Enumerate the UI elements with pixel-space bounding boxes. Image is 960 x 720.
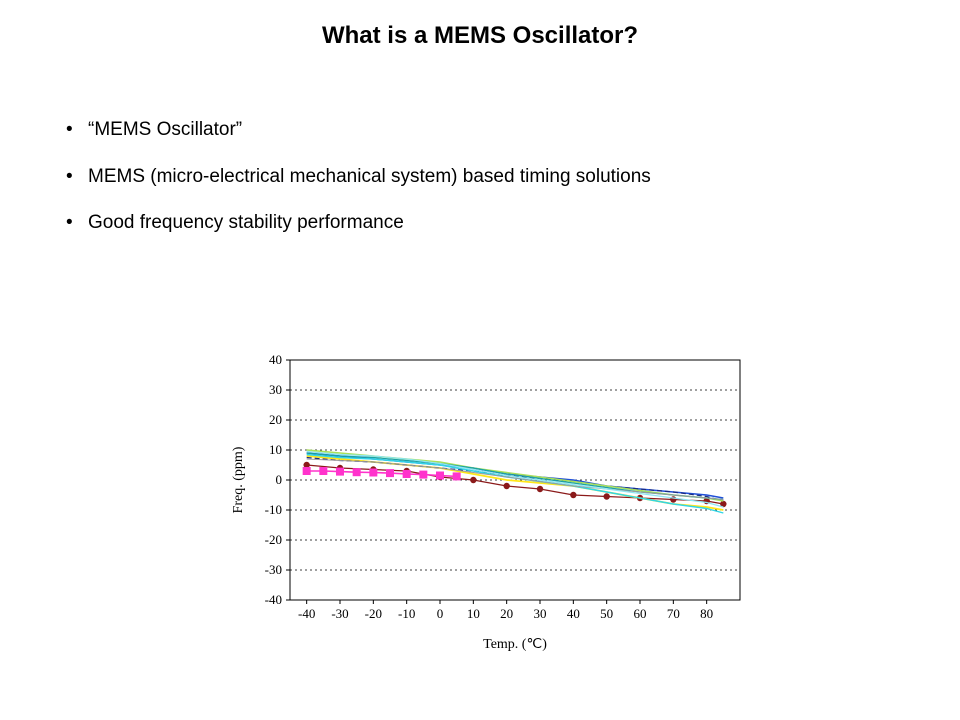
svg-text:20: 20 — [500, 606, 513, 621]
slide: What is a MEMS Oscillator? “MEMS Oscilla… — [0, 0, 960, 720]
svg-text:Temp. (℃): Temp. (℃) — [483, 637, 547, 652]
svg-text:-40: -40 — [298, 606, 315, 621]
svg-text:-10: -10 — [265, 502, 282, 517]
svg-text:0: 0 — [437, 606, 444, 621]
svg-text:-40: -40 — [265, 592, 282, 607]
svg-text:60: 60 — [634, 606, 647, 621]
svg-text:-10: -10 — [398, 606, 415, 621]
svg-text:80: 80 — [700, 606, 713, 621]
svg-text:50: 50 — [600, 606, 613, 621]
list-item: Good frequency stability performance — [60, 211, 900, 236]
svg-text:10: 10 — [269, 442, 282, 457]
svg-text:10: 10 — [467, 606, 480, 621]
page-title: What is a MEMS Oscillator? — [0, 22, 960, 50]
svg-text:-20: -20 — [265, 532, 282, 547]
svg-text:Freq. (ppm): Freq. (ppm) — [231, 446, 246, 513]
freq-vs-temp-chart: -40 -30 -20 -10 0 10 20 30 40 -40 -30 -20 -10 0 10 20 30… — [220, 350, 780, 680]
svg-text:-20: -20 — [365, 606, 382, 621]
list-item: “MEMS Oscillator” — [60, 118, 900, 143]
svg-text:20: 20 — [269, 412, 282, 427]
svg-text:40: 40 — [567, 606, 580, 621]
svg-text:40: 40 — [269, 352, 282, 367]
chart-svg: -40 -30 -20 -10 0 10 20 30 40 -40 -30 -20 -10 0 10 20 30… — [220, 350, 780, 680]
svg-text:30: 30 — [534, 606, 547, 621]
svg-text:0: 0 — [276, 472, 283, 487]
list-item: MEMS (micro-electrical mechanical system… — [60, 165, 900, 190]
svg-text:70: 70 — [667, 606, 680, 621]
bullet-list: “MEMS Oscillator” MEMS (micro-electrical… — [60, 118, 900, 258]
svg-text:-30: -30 — [265, 562, 282, 577]
svg-text:30: 30 — [269, 382, 282, 397]
svg-text:-30: -30 — [331, 606, 348, 621]
